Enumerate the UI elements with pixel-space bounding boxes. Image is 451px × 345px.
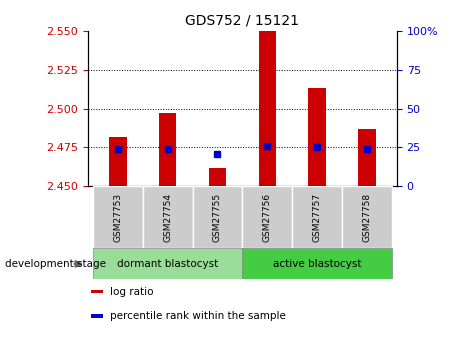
Bar (93, 248, 243, 279)
Text: active blastocyst: active blastocyst (273, 259, 361, 269)
Text: GSM27754: GSM27754 (163, 193, 172, 242)
Bar (243, 186, 292, 248)
Bar (93, 186, 143, 248)
Text: log ratio: log ratio (110, 287, 153, 296)
Text: GSM27758: GSM27758 (363, 193, 372, 242)
Bar (159, 114, 176, 186)
Bar (358, 129, 376, 186)
Bar (143, 186, 193, 248)
Bar (258, 28, 276, 186)
Text: development stage: development stage (5, 259, 106, 269)
Bar (109, 137, 127, 186)
Bar (342, 186, 392, 248)
Text: GSM27755: GSM27755 (213, 193, 222, 242)
Bar (243, 248, 392, 279)
Bar (91, 314, 103, 318)
Text: dormant blastocyst: dormant blastocyst (117, 259, 218, 269)
Bar (209, 168, 226, 186)
Title: GDS752 / 15121: GDS752 / 15121 (185, 13, 299, 27)
Text: GSM27757: GSM27757 (313, 193, 322, 242)
Text: GSM27753: GSM27753 (113, 193, 122, 242)
Bar (292, 186, 342, 248)
Bar (193, 186, 243, 248)
Text: percentile rank within the sample: percentile rank within the sample (110, 311, 285, 321)
Bar (308, 89, 326, 186)
Text: GSM27756: GSM27756 (263, 193, 272, 242)
Bar (91, 289, 103, 294)
